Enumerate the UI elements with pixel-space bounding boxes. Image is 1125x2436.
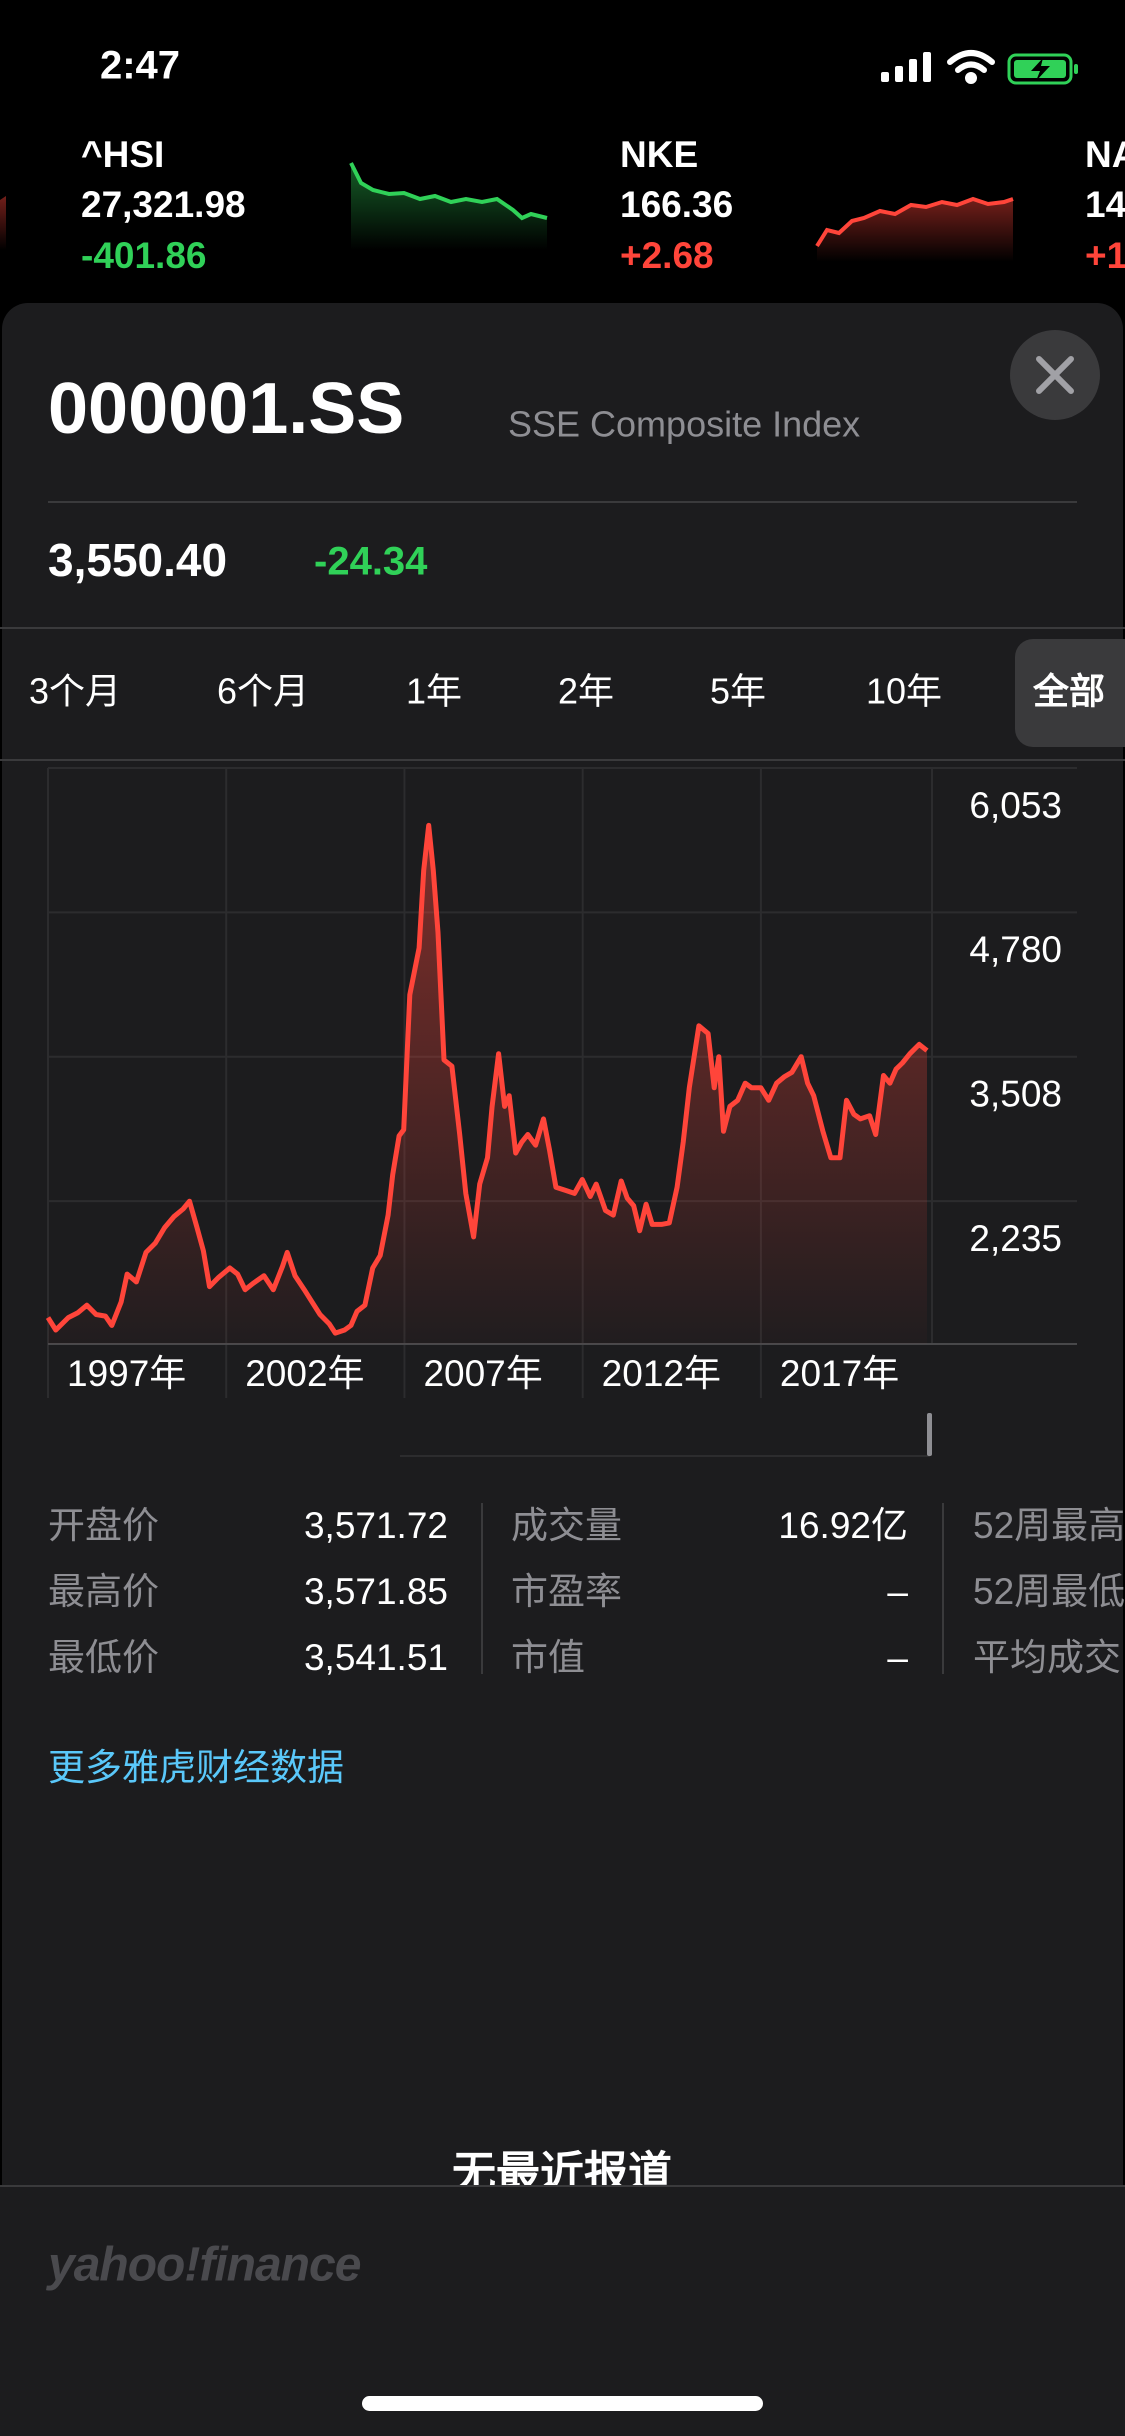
- range-tab[interactable]: 3个月: [29, 671, 121, 712]
- stat-label: 平均成交: [973, 1637, 1121, 1678]
- detail-sheet: [2, 303, 1123, 2436]
- range-tab[interactable]: 6个月: [217, 671, 309, 712]
- sparkline-area: [817, 199, 1013, 262]
- x-tick-label: 2012年: [602, 1353, 721, 1394]
- ticker-symbol: ^HSI: [81, 134, 164, 175]
- sparkline: [349, 162, 548, 221]
- ticker-symbol: NA: [1085, 134, 1125, 175]
- ticker-price: 27,321.98: [81, 184, 246, 225]
- scrubber-handle[interactable]: [927, 1413, 932, 1456]
- range-tab[interactable]: 1年: [406, 671, 462, 712]
- ticker-change: +2.68: [620, 235, 714, 276]
- stat-label: 52周最低: [973, 1571, 1125, 1612]
- price-change: -24.34: [314, 540, 428, 584]
- ticker[interactable]: NKE 166.36 +2.68: [620, 134, 1014, 276]
- sparkline-area: [351, 163, 547, 250]
- range-tab[interactable]: 10年: [866, 671, 942, 712]
- y-tick-label: 4,780: [969, 929, 1062, 970]
- range-tab[interactable]: 全部: [1032, 671, 1105, 712]
- sparkline: [815, 196, 1014, 248]
- selected-tab-background: [1015, 639, 1125, 747]
- range-tab[interactable]: 5年: [710, 671, 766, 712]
- ticker-symbol: NKE: [620, 134, 698, 175]
- stat-value: –: [887, 1637, 908, 1678]
- stat-label: 成交量: [511, 1505, 622, 1546]
- stat-label: 开盘价: [48, 1505, 159, 1546]
- line: [45, 822, 929, 1336]
- x-tick-label: 2007年: [423, 1353, 542, 1394]
- ticker-price: 166.36: [620, 184, 733, 225]
- battery-icon: [1007, 53, 1078, 85]
- ticker-change: -401.86: [81, 235, 207, 276]
- ticker[interactable]: ^HSI 27,321.98 -401.86: [81, 134, 548, 276]
- close-button[interactable]: [1010, 330, 1100, 420]
- area: [48, 825, 927, 1344]
- y-tick-label: 3,508: [969, 1074, 1062, 1115]
- y-tick-label: 6,053: [969, 785, 1062, 826]
- index-name: SSE Composite Index: [508, 404, 860, 445]
- ticker[interactable]: NA 14 +1: [1085, 134, 1125, 276]
- sparkline-partial: [0, 196, 6, 250]
- stat-value: 3,541.51: [304, 1637, 448, 1678]
- x-tick-label: 1997年: [67, 1353, 186, 1394]
- stat-value: 16.92亿: [778, 1505, 908, 1546]
- footer: [0, 2186, 1125, 2436]
- range-tab[interactable]: 2年: [558, 671, 614, 712]
- ticker-change: +1: [1085, 235, 1125, 276]
- yahoo-finance-logo[interactable]: yahoo!finance: [46, 2239, 362, 2292]
- x-tick-label: 2017年: [780, 1353, 899, 1394]
- stat-value: 3,571.72: [304, 1505, 448, 1546]
- status-time: 2:47: [100, 44, 180, 88]
- x-tick-label: 2002年: [245, 1353, 364, 1394]
- signal-icon: [881, 52, 931, 82]
- stat-label: 52周最高: [973, 1505, 1125, 1546]
- y-tick-label: 2,235: [969, 1218, 1062, 1259]
- ticker-price: 14: [1085, 184, 1125, 225]
- stats-table: 开盘价 3,571.72 最高价 3,571.85 最低价 3,541.51 成交量 16.9…: [48, 1505, 1125, 1678]
- stat-label: 市盈率: [511, 1571, 622, 1612]
- stat-value: 3,571.85: [304, 1571, 448, 1612]
- stat-value: –: [887, 1571, 908, 1612]
- home-indicator: [362, 2396, 763, 2411]
- price: 3,550.40: [48, 534, 227, 586]
- stat-label: 最高价: [48, 1571, 159, 1612]
- stat-label: 市值: [511, 1637, 585, 1678]
- symbol-title: 000001.SS: [48, 369, 404, 449]
- stat-label: 最低价: [48, 1637, 159, 1678]
- more-data-link[interactable]: 更多雅虎财经数据: [48, 1747, 344, 1788]
- wifi-icon: [947, 50, 995, 84]
- price-chart: 2,235 3,508 4,780 6,053 1997年 2002年 2007年 2012年…: [45, 767, 1077, 1398]
- range-tabs: 3个月 6个月 1年 2年 5年 10年 全部: [29, 639, 1125, 747]
